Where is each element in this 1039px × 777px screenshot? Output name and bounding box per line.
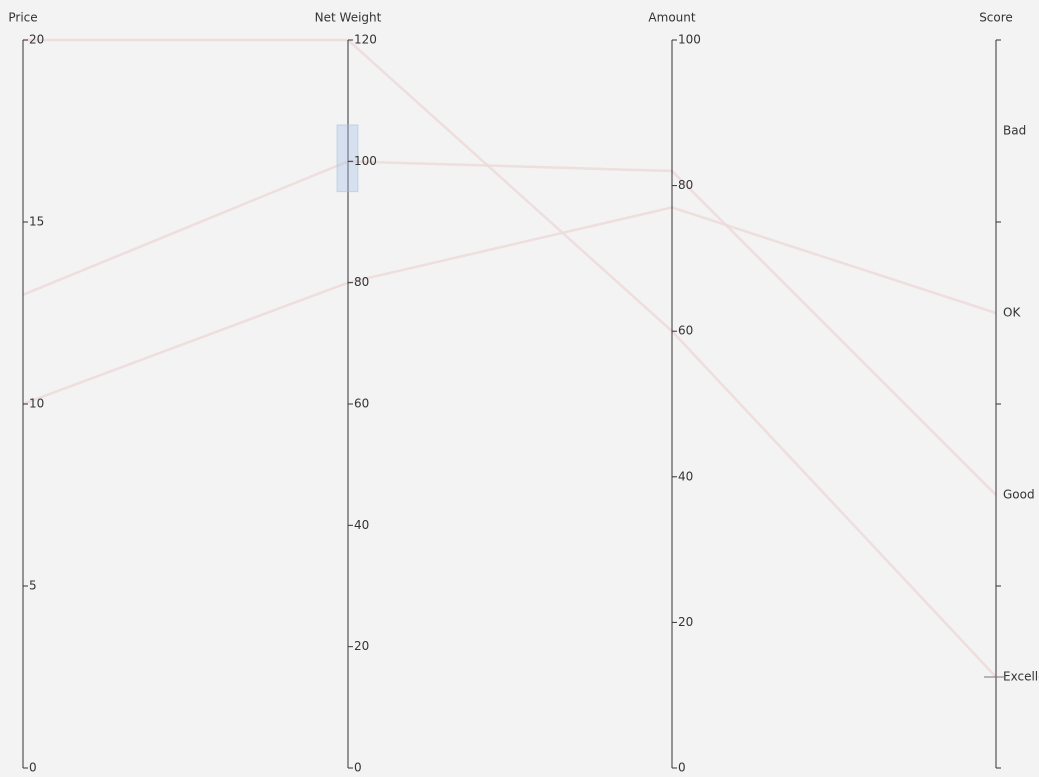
tick-label: Good xyxy=(1003,488,1035,502)
data-line xyxy=(22,206,997,406)
axis-title: Price xyxy=(8,11,37,25)
tick-label: 60 xyxy=(354,397,369,411)
tick-label: 0 xyxy=(29,761,37,775)
tick-label: 100 xyxy=(354,154,377,168)
tick-label: 10 xyxy=(29,397,44,411)
tick-label: 120 xyxy=(354,33,377,47)
axis-title: Amount xyxy=(648,11,695,25)
tick-label: 80 xyxy=(354,275,369,289)
axis-title: Net Weight xyxy=(315,11,382,25)
tick-label: 80 xyxy=(678,178,693,192)
tick-label: Bad xyxy=(1003,124,1026,138)
data-line xyxy=(22,160,997,496)
tick-label: Excellent xyxy=(1003,670,1039,684)
tick-label: OK xyxy=(1003,306,1021,320)
tick-label: 60 xyxy=(678,324,693,338)
tick-label: 20 xyxy=(29,33,44,47)
tick-label: 40 xyxy=(354,518,369,532)
brush xyxy=(336,124,359,193)
tick-label: 15 xyxy=(29,215,44,229)
tick-label: 100 xyxy=(678,33,701,47)
tick-label: 0 xyxy=(354,761,362,775)
tick-label: 40 xyxy=(678,469,693,483)
tick-label: 20 xyxy=(678,615,693,629)
data-line xyxy=(23,38,997,678)
axis-title: Score xyxy=(979,11,1013,25)
tick-label: 5 xyxy=(29,579,37,593)
tick-label: 20 xyxy=(354,639,369,653)
tick-label: 0 xyxy=(678,761,686,775)
